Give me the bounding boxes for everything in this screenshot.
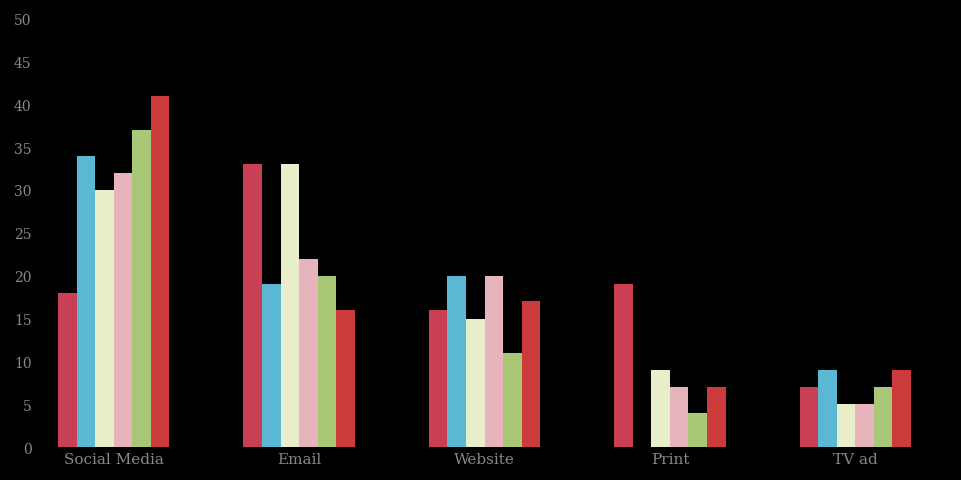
- Bar: [503, 353, 521, 447]
- Bar: [429, 311, 447, 447]
- Bar: [799, 387, 818, 447]
- Bar: [706, 387, 725, 447]
- Bar: [465, 319, 484, 447]
- Bar: [836, 405, 854, 447]
- Bar: [261, 285, 281, 447]
- Bar: [484, 276, 503, 447]
- Bar: [447, 276, 465, 447]
- Bar: [299, 259, 317, 447]
- Bar: [151, 96, 169, 447]
- Bar: [95, 191, 113, 447]
- Bar: [243, 165, 261, 447]
- Bar: [77, 156, 95, 447]
- Bar: [854, 405, 873, 447]
- Bar: [132, 131, 151, 447]
- Bar: [281, 165, 299, 447]
- Bar: [818, 370, 836, 447]
- Bar: [58, 293, 77, 447]
- Bar: [335, 311, 355, 447]
- Bar: [892, 370, 910, 447]
- Bar: [317, 276, 335, 447]
- Bar: [614, 285, 632, 447]
- Bar: [113, 173, 132, 447]
- Bar: [521, 302, 539, 447]
- Bar: [873, 387, 892, 447]
- Bar: [669, 387, 688, 447]
- Bar: [688, 413, 706, 447]
- Bar: [651, 370, 669, 447]
